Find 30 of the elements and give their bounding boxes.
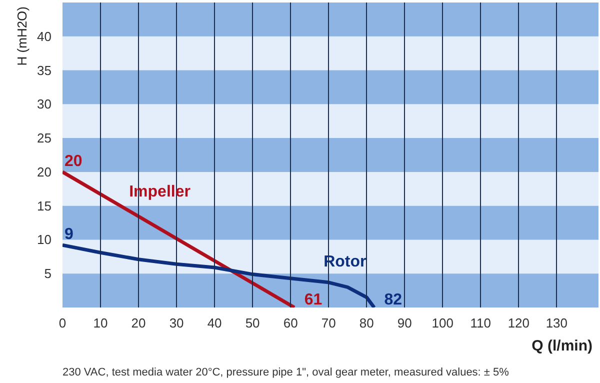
y-tick-label: 35 — [37, 62, 52, 78]
x-tick-label: 40 — [207, 316, 222, 330]
y-tick-label: 30 — [37, 96, 52, 112]
annotation: 82 — [384, 292, 402, 308]
x-tick-label: 30 — [169, 316, 184, 330]
x-tick-label: 130 — [546, 316, 568, 330]
y-tick-label: 20 — [37, 164, 52, 180]
y-tick-label: 10 — [37, 232, 52, 248]
x-tick-label: 0 — [58, 316, 66, 330]
x-tick-label: 70 — [321, 316, 336, 330]
x-tick-label: 50 — [245, 316, 260, 330]
annotation: 61 — [304, 292, 322, 308]
x-axis-title: Q (l/min) — [532, 338, 593, 354]
x-tick-label: 80 — [359, 316, 374, 330]
x-tick-label: 120 — [508, 316, 530, 330]
annotation: 20 — [64, 152, 82, 170]
x-tick-label: 10 — [93, 316, 108, 330]
annotation: 9 — [64, 226, 74, 244]
y-tick-label: 25 — [37, 130, 52, 146]
line-series — [62, 243, 376, 308]
y-tick-label: 40 — [37, 28, 52, 44]
y-tick-label: 5 — [44, 266, 52, 282]
y-axis-title: H (mH2O) — [14, 6, 30, 66]
x-tick-label: 110 — [470, 316, 492, 330]
x-tick-label: 60 — [283, 316, 298, 330]
x-tick-label: 20 — [131, 316, 146, 330]
x-tick-label: 90 — [397, 316, 412, 330]
x-tick-label: 100 — [432, 316, 454, 330]
y-tick-label: 15 — [37, 198, 52, 214]
text: 230 VAC, test media water 20°C, pressure pipe 1", oval gear meter, measured values: ± 5% — [62, 366, 510, 378]
